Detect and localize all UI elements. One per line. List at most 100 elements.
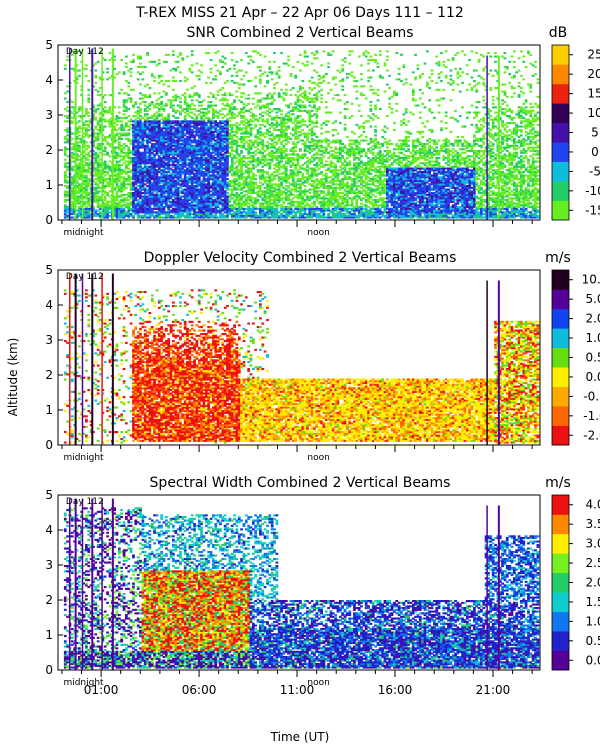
- heatmap-cell: [200, 164, 203, 166]
- heatmap-cell: [191, 187, 194, 189]
- heatmap-cell: [139, 187, 142, 189]
- heatmap-cell: [130, 192, 133, 194]
- heatmap-cell: [116, 154, 119, 156]
- heatmap-cell: [205, 82, 208, 84]
- heatmap-cell: [200, 124, 203, 126]
- heatmap-cell: [71, 157, 74, 159]
- heatmap-cell: [221, 168, 224, 170]
- heatmap-cell: [71, 133, 74, 135]
- heatmap-cell: [123, 157, 126, 159]
- heatmap-cell: [104, 150, 107, 152]
- heatmap-cell: [163, 197, 166, 199]
- heatmap-cell: [221, 194, 224, 196]
- heatmap-cell: [125, 124, 128, 126]
- heatmap-cell: [146, 110, 149, 112]
- heatmap-cell: [191, 99, 194, 101]
- heatmap-cell: [196, 161, 199, 163]
- heatmap-cell: [116, 215, 119, 217]
- heatmap-cell: [207, 138, 210, 140]
- heatmap-cell: [144, 183, 147, 185]
- heatmap-cell: [189, 68, 192, 70]
- heatmap-cell: [186, 180, 189, 182]
- heatmap-cell: [181, 183, 184, 185]
- heatmap-cell: [64, 92, 67, 94]
- heatmap-cell: [207, 161, 210, 163]
- heatmap-cell: [144, 168, 147, 170]
- heatmap-cell: [78, 110, 81, 112]
- heatmap-cell: [85, 75, 88, 77]
- heatmap-cell: [177, 105, 180, 107]
- heatmap-cell: [132, 61, 135, 63]
- figure-title: T-REX MISS 21 Apr – 22 Apr 06 Days 111 –…: [135, 5, 464, 21]
- heatmap-cell: [203, 164, 206, 166]
- heatmap-cell: [139, 115, 142, 117]
- heatmap-cell: [221, 113, 224, 115]
- heatmap-cell: [186, 215, 189, 217]
- heatmap-cell: [221, 215, 224, 217]
- heatmap-cell: [167, 117, 170, 119]
- heatmap-cell: [212, 176, 215, 178]
- heatmap-cell: [163, 134, 166, 136]
- heatmap-cell: [196, 175, 199, 177]
- heatmap-cell: [120, 138, 123, 140]
- heatmap-cell: [149, 175, 152, 177]
- heatmap-cell: [203, 180, 206, 182]
- heatmap-cell: [94, 210, 97, 212]
- heatmap-cell: [196, 211, 199, 213]
- heatmap-cell: [64, 175, 67, 177]
- heatmap-cell: [130, 120, 133, 122]
- heatmap-cell: [212, 164, 215, 166]
- heatmap-cell: [66, 91, 69, 93]
- heatmap-cell: [139, 98, 142, 100]
- heatmap-cell: [104, 187, 107, 189]
- heatmap-cell: [179, 105, 182, 107]
- heatmap-cell: [120, 190, 123, 192]
- heatmap-cell: [125, 106, 128, 108]
- heatmap-cell: [144, 211, 147, 213]
- heatmap-cell: [153, 204, 156, 206]
- heatmap-cell: [219, 110, 222, 112]
- heatmap-cell: [181, 57, 184, 59]
- heatmap-cell: [196, 180, 199, 182]
- heatmap-cell: [120, 201, 123, 203]
- heatmap-cell: [153, 61, 156, 63]
- heatmap-cell: [160, 101, 163, 103]
- heatmap-cell: [186, 56, 189, 58]
- heatmap-cell: [158, 75, 161, 77]
- heatmap-cell: [120, 204, 123, 206]
- heatmap-cell: [134, 154, 137, 156]
- heatmap-cell: [214, 64, 217, 66]
- heatmap-cell: [221, 213, 224, 215]
- heatmap-cell: [191, 168, 194, 170]
- heatmap-cell: [137, 78, 140, 80]
- heatmap-cell: [172, 134, 175, 136]
- heatmap-cell: [144, 113, 147, 115]
- heatmap-cell: [203, 157, 206, 159]
- heatmap-cell: [172, 99, 175, 101]
- heatmap-cell: [181, 164, 184, 166]
- heatmap-cell: [139, 215, 142, 217]
- heatmap-cell: [193, 85, 196, 87]
- heatmap-cell: [153, 175, 156, 177]
- heatmap-cell: [172, 157, 175, 159]
- heatmap-cell: [172, 89, 175, 91]
- heatmap-cell: [214, 105, 217, 107]
- heatmap-cell: [163, 138, 166, 140]
- heatmap-cell: [212, 105, 215, 107]
- heatmap-cell: [130, 141, 133, 143]
- heatmap-cell: [191, 117, 194, 119]
- heatmap-cell: [120, 171, 123, 173]
- heatmap-cell: [139, 152, 142, 154]
- heatmap-cell: [203, 183, 206, 185]
- heatmap-cell: [212, 208, 215, 210]
- heatmap-cell: [144, 131, 147, 133]
- heatmap-cell: [71, 208, 74, 210]
- heatmap-cell: [200, 215, 203, 217]
- heatmap-cell: [186, 204, 189, 206]
- heatmap-cell: [198, 78, 201, 80]
- heatmap-cell: [85, 148, 88, 150]
- heatmap-cell: [212, 108, 215, 110]
- heatmap-cell: [85, 68, 88, 70]
- heatmap-cell: [181, 127, 184, 129]
